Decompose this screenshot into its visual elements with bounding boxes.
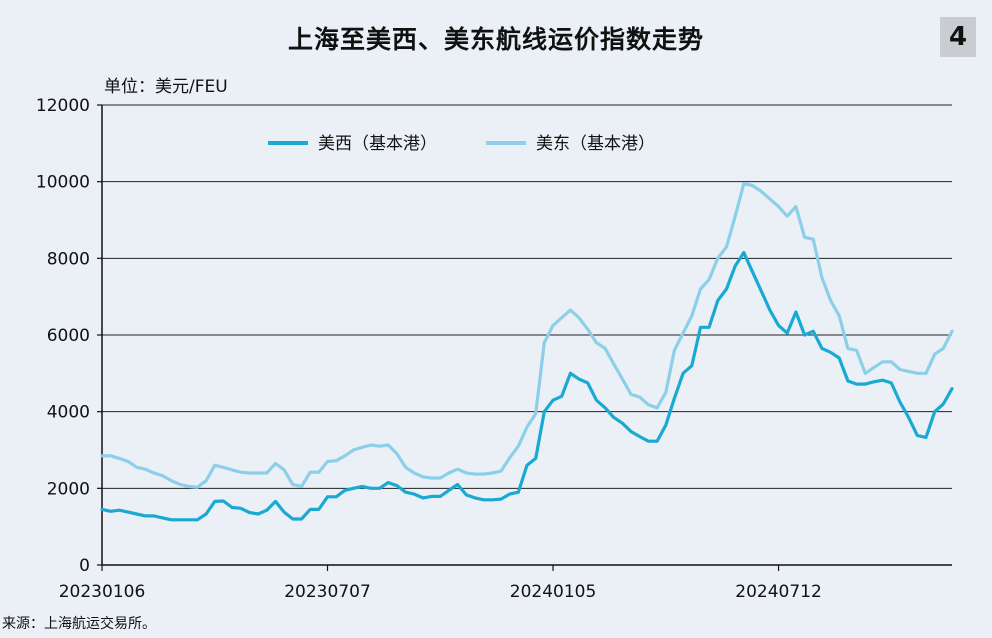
legend-label: 美东（基本港）: [536, 134, 655, 154]
y-tick-label: 2000: [47, 479, 90, 499]
y-tick-label: 12000: [36, 96, 90, 116]
x-axis-ticks: 20230106 20230707 20240105 20240712: [59, 564, 952, 602]
y-tick-label: 8000: [47, 249, 90, 269]
chart-title: 上海至美西、美东航线运价指数走势: [287, 25, 704, 54]
series-east-line: [100, 182, 954, 489]
y-tick-label: 4000: [47, 403, 90, 423]
grid-lines: [102, 104, 952, 489]
x-tick-label: 20230106: [59, 582, 146, 602]
unit-label: 单位：美元/FEU: [104, 77, 228, 97]
y-axis-ticks: 0 2000 4000 6000 8000 10000 12000: [36, 96, 103, 576]
x-tick-label: 20240105: [510, 582, 597, 602]
x-tick-label: 20240712: [735, 582, 822, 602]
source-note: 来源：上海航运交易所。: [2, 616, 156, 632]
series-lines: [100, 182, 954, 522]
y-tick-label: 6000: [47, 326, 90, 346]
page-number-badge: 4: [940, 17, 976, 57]
series-west-line: [100, 251, 954, 522]
y-tick-label: 0: [79, 556, 90, 576]
legend: 美西（基本港） 美东（基本港）: [268, 134, 655, 154]
x-tick-label: 20230707: [284, 582, 371, 602]
y-tick-label: 10000: [36, 173, 90, 193]
legend-label: 美西（基本港）: [318, 134, 437, 154]
